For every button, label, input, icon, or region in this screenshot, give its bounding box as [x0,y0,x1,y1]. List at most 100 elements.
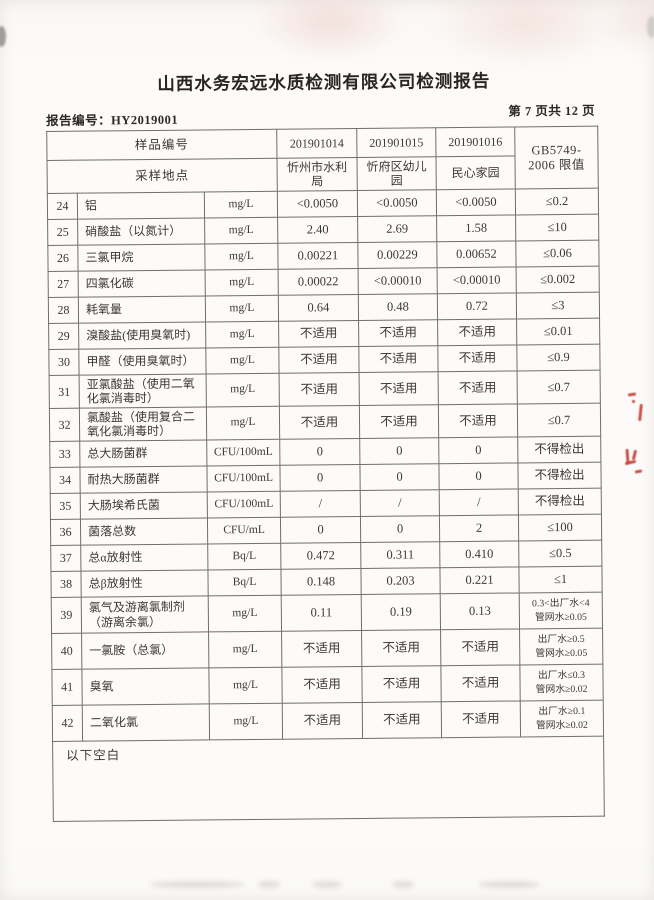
result-value-3: / [439,488,519,516]
result-value-1: <0.0050 [277,190,358,218]
result-value-3: 1.58 [436,214,516,242]
parameter-name: 耗氧量 [78,295,206,324]
result-value-1: 不适用 [281,630,362,668]
result-value-2: 0.00229 [357,241,438,269]
result-value-1: 不适用 [278,320,359,348]
result-value-3: 不适用 [438,370,518,405]
limit-value: ≤0.2 [515,188,599,215]
row-number: 39 [51,597,82,634]
unit: mg/L [205,269,279,296]
sample-id-label: 样品编号 [46,129,277,161]
results-table: 样品编号 201901014 201901015 201901016 GB574… [46,126,605,822]
unit: mg/L [209,703,283,740]
unit: mg/L [204,217,278,244]
result-value-1: 不适用 [281,666,363,704]
row-number: 25 [47,219,78,246]
location-3: 民心家园 [435,155,516,190]
row-number: 41 [51,669,83,706]
parameter-name: 总α放射性 [80,543,208,572]
row-number: 30 [48,349,80,376]
row-number: 31 [49,375,80,409]
limit-value: ≤0.002 [516,266,600,293]
limit-value: ≤0.7 [517,403,601,437]
result-value-3: 不适用 [438,403,518,438]
unit: Bq/L [207,543,281,570]
unit: mg/L [205,347,280,374]
result-value-1: 0.148 [280,568,362,596]
result-value-2: 0 [359,463,440,491]
limit-value: 出厂水≥0.1 管网水≥0.02 [520,700,604,737]
parameter-name: 耐热大肠菌群 [79,465,208,494]
result-value-2: 2.69 [357,215,437,243]
result-value-3: 不适用 [441,700,521,738]
page-indicator: 第 7 页共 12 页 [508,103,596,119]
result-value-3: 不适用 [440,664,521,702]
result-value-1: 不适用 [279,372,360,407]
result-value-1: 不适用 [282,702,363,740]
result-value-1: 0.472 [280,542,361,570]
result-value-3: <0.0050 [436,188,516,216]
result-value-2: 0.311 [360,541,440,569]
result-value-2: 0 [360,515,440,543]
limit-value: ≤10 [515,214,599,241]
parameter-name: 四氯化碳 [78,269,206,298]
limit-value: ≤0.01 [516,318,600,345]
result-value-1: 不适用 [279,405,360,440]
unit: mg/L [206,373,280,407]
row-number: 32 [49,408,80,442]
result-value-3: 0.13 [440,592,520,630]
unit: mg/L [204,243,279,270]
unit: mg/L [208,595,282,632]
result-value-2: 不适用 [358,319,438,347]
unit: CFU/mL [207,517,281,544]
parameter-name: 氯酸盐（使用复合二 氧化氯消毒时） [79,406,207,442]
sample-id-1: 201901014 [276,128,357,159]
result-value-1: 2.40 [277,216,358,244]
row-number: 28 [48,297,79,324]
parameter-name: 溴酸盐(使用臭氧时) [78,321,206,350]
report-number: 报告编号：HY2019001 [46,112,179,128]
row-number: 24 [47,193,78,220]
unit: mg/L [205,295,279,322]
table-row: 40 一氯胺（总氯） mg/L 不适用 不适用 不适用 出厂水≥0.5 管网水≥0.05 [51,628,603,670]
table-row: 32 氯酸盐（使用复合二 氧化氯消毒时） mg/L 不适用 不适用 不适用 ≤0.7 [49,403,601,442]
unit: CFU/100mL [206,465,281,492]
parameter-name: 铝 [77,191,205,220]
limit-value: ≤0.5 [518,540,602,567]
table-row: 42 二氧化氯 mg/L 不适用 不适用 不适用 出厂水≥0.1 管网水≥0.02 [52,700,604,742]
result-value-3: 0.00652 [436,240,517,268]
result-value-1: 0 [279,438,360,466]
table-row: 41 臭氧 mg/L 不适用 不适用 不适用 出厂水≤0.3 管网水≥0.02 [51,664,604,706]
row-number: 37 [50,545,81,572]
unit: mg/L [204,191,278,218]
result-value-3: 0 [438,436,518,464]
result-value-2: 不适用 [361,629,441,667]
location-label: 采样地点 [47,158,278,194]
parameter-name: 一氯胺（总氯） [81,631,209,670]
parameter-name: 二氧化氯 [82,703,210,742]
result-value-2: 0.19 [361,593,441,631]
row-number: 26 [47,245,79,272]
parameter-name: 臭氧 [81,667,210,706]
result-value-2: 0.48 [358,293,438,321]
row-number: 29 [48,323,79,350]
result-value-1: / [280,490,361,518]
row-number: 34 [49,467,81,494]
result-value-2: 0.203 [360,567,441,595]
parameter-name: 三氯甲烷 [77,243,206,272]
row-number: 42 [52,705,83,742]
limit-value: ≤3 [516,292,600,319]
limit-value: 0.3<出厂水<4 管网水≥0.05 [519,592,603,629]
page-title: 山西水务宏远水质检测有限公司检测报告 [157,70,491,94]
limit-value: ≤0.7 [517,370,601,404]
unit: mg/L [206,406,280,440]
row-number: 36 [50,519,81,546]
parameter-name: 甲醛（使用臭氧时） [78,347,207,376]
unit: Bq/L [207,569,282,596]
result-value-1: 0.64 [278,294,359,322]
result-value-3: 不适用 [437,344,518,372]
parameter-name: 菌落总数 [80,517,208,546]
limit-column-header: GB5749- 2006 限值 [514,126,599,189]
limit-value: 不得检出 [517,436,601,463]
